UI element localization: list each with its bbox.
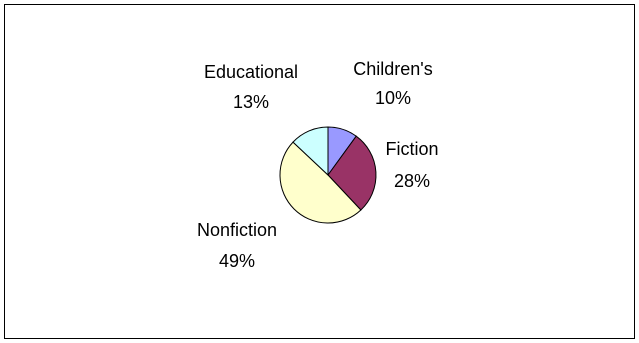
label-fiction-pct: 28%: [394, 171, 430, 191]
pie-slice-nonfiction: [279, 141, 362, 224]
pie-chart: Children's 10% Fiction 28% Nonfiction 49…: [197, 59, 439, 271]
label-childrens-name: Children's: [353, 59, 432, 79]
label-educational-pct: 13%: [233, 92, 269, 112]
label-fiction-name: Fiction: [385, 139, 438, 159]
chart-frame: Children's 10% Fiction 28% Nonfiction 49…: [4, 4, 635, 339]
label-nonfiction-name: Nonfiction: [197, 220, 277, 240]
pie-slice-educational: [292, 126, 329, 177]
label-childrens-pct: 10%: [375, 88, 411, 108]
label-nonfiction-pct: 49%: [219, 251, 255, 271]
label-educational-name: Educational: [204, 62, 298, 82]
pie-slice-fiction: [327, 135, 377, 211]
